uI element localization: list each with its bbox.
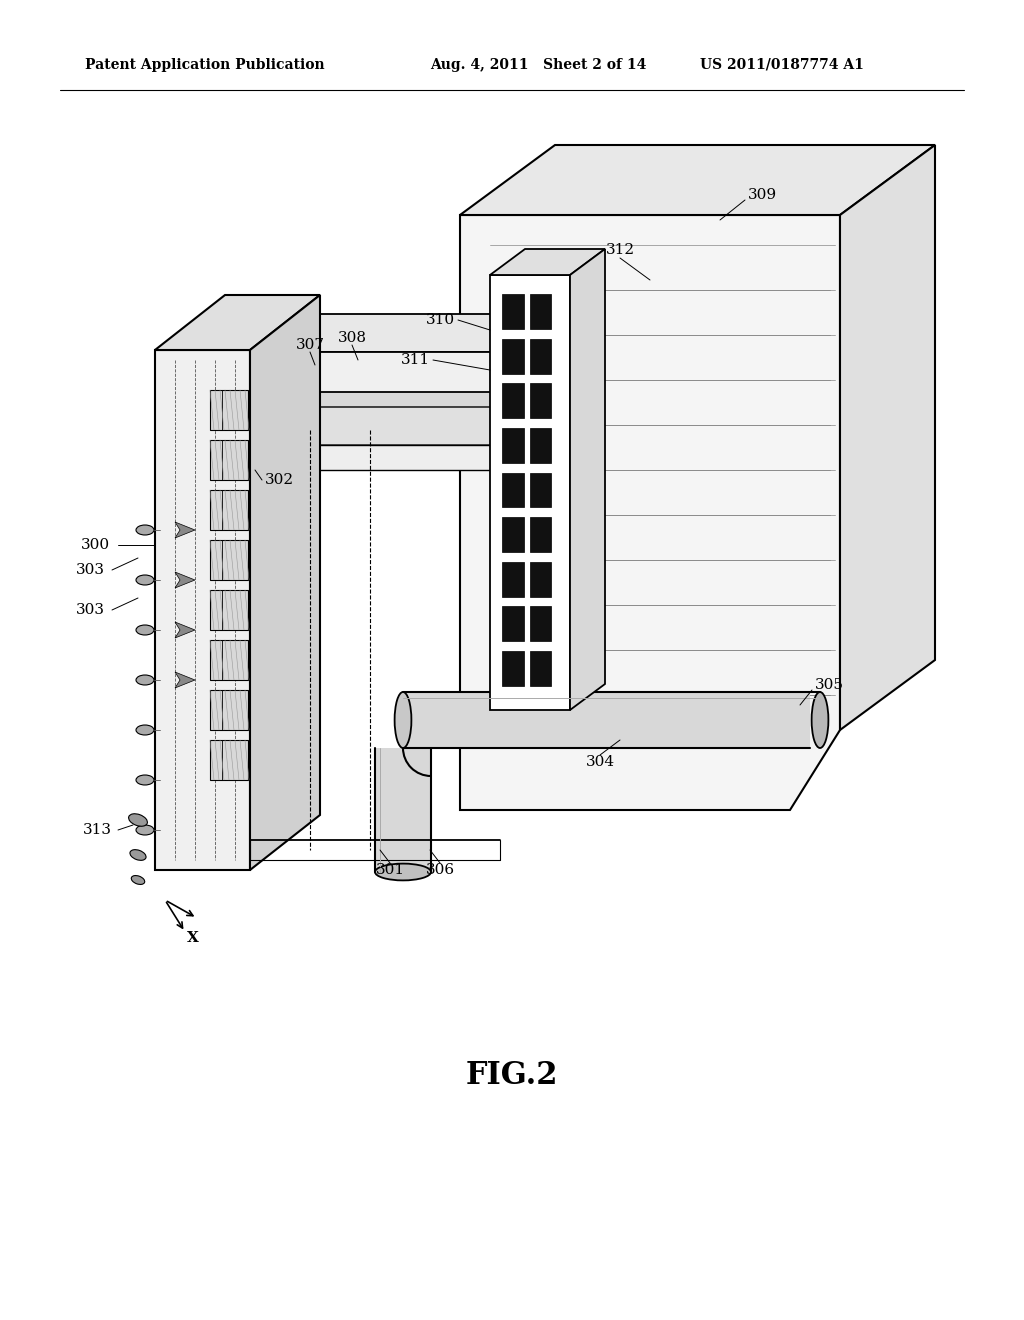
Ellipse shape [136, 624, 154, 635]
Polygon shape [250, 392, 550, 430]
Polygon shape [155, 294, 319, 350]
Polygon shape [460, 215, 840, 810]
Polygon shape [529, 383, 551, 418]
Text: 300: 300 [81, 539, 110, 552]
Text: 303: 303 [76, 603, 105, 616]
Text: 302: 302 [265, 473, 294, 487]
Text: US 2011/0187774 A1: US 2011/0187774 A1 [700, 58, 864, 73]
Polygon shape [210, 741, 248, 780]
Ellipse shape [136, 775, 154, 785]
Ellipse shape [130, 850, 146, 861]
Polygon shape [155, 350, 250, 870]
Ellipse shape [136, 825, 154, 836]
Polygon shape [529, 473, 551, 507]
Polygon shape [502, 606, 523, 642]
Polygon shape [210, 640, 248, 680]
Polygon shape [502, 473, 523, 507]
Text: FIG.2: FIG.2 [466, 1060, 558, 1090]
Polygon shape [529, 428, 551, 463]
Polygon shape [175, 672, 195, 688]
Polygon shape [210, 590, 248, 630]
Polygon shape [529, 606, 551, 642]
Polygon shape [529, 651, 551, 686]
Text: 308: 308 [338, 331, 367, 345]
Ellipse shape [131, 875, 144, 884]
Ellipse shape [394, 692, 412, 748]
Polygon shape [529, 294, 551, 329]
Polygon shape [250, 407, 550, 445]
Ellipse shape [136, 675, 154, 685]
Polygon shape [210, 490, 248, 531]
Polygon shape [502, 651, 523, 686]
Bar [403, 692, 810, 748]
Polygon shape [210, 389, 248, 430]
Ellipse shape [129, 813, 147, 826]
Polygon shape [502, 517, 523, 552]
Polygon shape [529, 339, 551, 374]
Polygon shape [175, 521, 195, 539]
Text: 307: 307 [296, 338, 325, 352]
Ellipse shape [812, 692, 828, 748]
Polygon shape [502, 339, 523, 374]
Text: 305: 305 [815, 678, 844, 692]
Polygon shape [502, 294, 523, 329]
Polygon shape [250, 294, 319, 870]
Text: Aug. 4, 2011   Sheet 2 of 14: Aug. 4, 2011 Sheet 2 of 14 [430, 58, 646, 73]
Text: 312: 312 [605, 243, 635, 257]
Text: 301: 301 [376, 863, 404, 876]
Polygon shape [250, 314, 550, 352]
Text: 306: 306 [425, 863, 455, 876]
Polygon shape [502, 562, 523, 597]
Polygon shape [840, 145, 935, 730]
Ellipse shape [136, 576, 154, 585]
Polygon shape [210, 690, 248, 730]
Ellipse shape [136, 725, 154, 735]
Polygon shape [460, 145, 935, 215]
Polygon shape [175, 622, 195, 638]
Polygon shape [250, 352, 500, 430]
Ellipse shape [375, 863, 431, 880]
Text: 309: 309 [748, 187, 777, 202]
Polygon shape [210, 540, 248, 579]
Text: X: X [187, 931, 199, 945]
Text: 303: 303 [76, 564, 105, 577]
Polygon shape [490, 249, 605, 275]
Polygon shape [529, 562, 551, 597]
Bar [375, 748, 431, 873]
Text: 313: 313 [83, 822, 112, 837]
Text: 304: 304 [586, 755, 614, 770]
Text: 311: 311 [400, 352, 430, 367]
Polygon shape [490, 275, 570, 710]
Text: 310: 310 [426, 313, 455, 327]
Text: Patent Application Publication: Patent Application Publication [85, 58, 325, 73]
Polygon shape [529, 517, 551, 552]
Polygon shape [210, 440, 248, 480]
Polygon shape [502, 428, 523, 463]
Polygon shape [570, 249, 605, 710]
Polygon shape [250, 445, 500, 470]
Polygon shape [175, 572, 195, 587]
Polygon shape [502, 383, 523, 418]
Ellipse shape [136, 525, 154, 535]
